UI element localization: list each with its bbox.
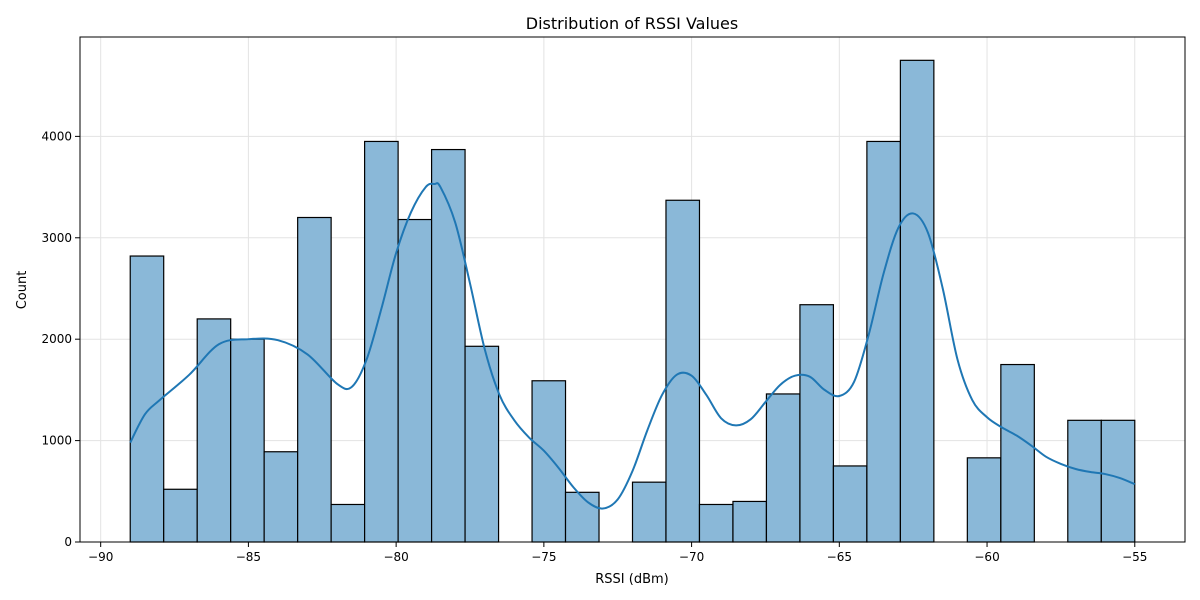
y-tick-label: 3000 xyxy=(41,231,72,245)
histogram-bar xyxy=(230,338,265,543)
x-tick-label: −55 xyxy=(1122,550,1147,564)
kde-line xyxy=(129,182,1136,510)
x-axis: −90 −85 −80 −75 −70 −65 −60 −55 xyxy=(88,542,1147,564)
histogram-bar xyxy=(297,216,332,543)
histogram-bar xyxy=(531,380,567,543)
x-tick-label: −90 xyxy=(88,550,113,564)
histogram-bar xyxy=(397,218,433,543)
histogram-bar xyxy=(698,503,734,543)
histogram-bar xyxy=(832,465,868,543)
plot-frame xyxy=(79,36,1186,543)
histogram-bar xyxy=(966,457,1002,543)
y-tick-label: 0 xyxy=(64,535,72,549)
histogram-bar xyxy=(129,255,165,543)
histogram-bar xyxy=(263,451,299,543)
x-axis-label: RSSI (dBm) xyxy=(595,572,668,587)
y-axis: 0 1000 2000 3000 4000 xyxy=(41,129,80,549)
histogram-bar xyxy=(1067,419,1102,543)
x-tick-label: −75 xyxy=(531,550,556,564)
histogram-bar xyxy=(799,304,835,543)
histogram-bar xyxy=(464,345,500,543)
y-tick-label: 2000 xyxy=(41,332,72,346)
histogram-bar xyxy=(1000,363,1035,543)
y-tick-label: 1000 xyxy=(41,434,72,448)
histogram-bars xyxy=(129,59,1136,543)
x-tick-label: −60 xyxy=(974,550,999,564)
histogram-bar xyxy=(866,140,901,543)
kde-curve xyxy=(129,182,1136,510)
x-tick-label: −85 xyxy=(236,550,261,564)
y-tick-label: 4000 xyxy=(41,129,72,143)
histogram-bar xyxy=(330,503,366,543)
x-tick-label: −65 xyxy=(827,550,852,564)
histogram-bar xyxy=(899,59,935,543)
histogram-bar xyxy=(364,140,399,543)
histogram-bar xyxy=(196,318,232,543)
histogram-bar xyxy=(163,488,198,543)
histogram-bar xyxy=(665,199,701,543)
x-tick-label: −80 xyxy=(383,550,408,564)
histogram-bar xyxy=(430,148,466,543)
histogram-bar xyxy=(732,500,768,543)
histogram-bar xyxy=(765,393,801,543)
chart-title: Distribution of RSSI Values xyxy=(526,14,738,33)
y-axis-label: Count xyxy=(15,271,30,310)
histogram-bar xyxy=(631,481,667,543)
histogram-bar xyxy=(564,491,600,543)
x-tick-label: −70 xyxy=(679,550,704,564)
